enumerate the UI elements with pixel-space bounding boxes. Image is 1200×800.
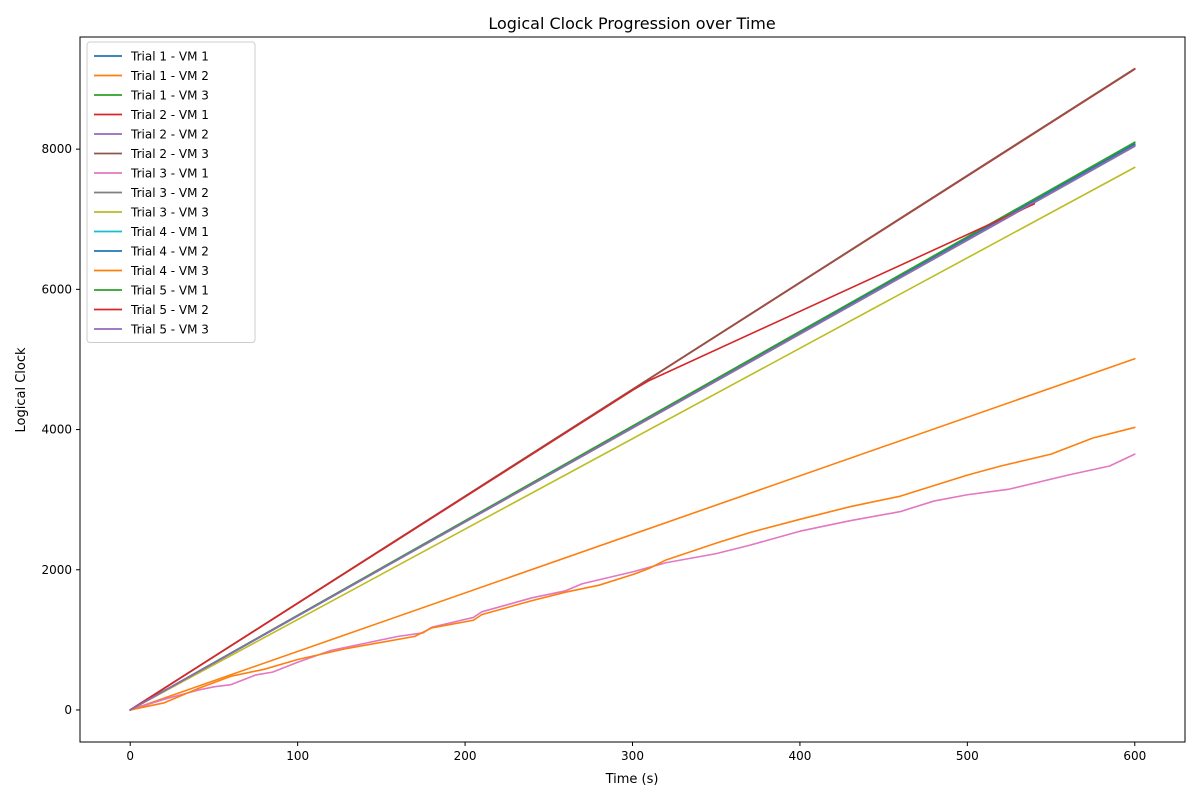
y-axis-label: Logical Clock (14, 347, 29, 432)
legend-label: Trial 3 - VM 2 (130, 186, 209, 200)
x-tick-label: 0 (126, 749, 134, 763)
legend-label: Trial 1 - VM 2 (130, 69, 209, 83)
series-line-9 (129, 166, 1136, 711)
x-axis-label: Time (s) (605, 772, 659, 787)
x-tick-label: 500 (956, 749, 979, 763)
legend-label: Trial 4 - VM 2 (130, 245, 209, 259)
series-line-7 (129, 453, 1136, 711)
legend-label: Trial 4 - VM 1 (130, 225, 209, 239)
legend-label: Trial 5 - VM 1 (130, 284, 209, 298)
y-axis-ticks: 0 2000 4000 6000 8000 (41, 142, 80, 717)
axes-frame (79, 36, 1186, 743)
legend-label: Trial 4 - VM 3 (130, 264, 209, 278)
series-line-2 (129, 357, 1136, 711)
y-tick-label: 0 (64, 703, 72, 717)
x-tick-label: 100 (286, 749, 309, 763)
x-tick-label: 200 (454, 749, 477, 763)
legend-label: Trial 3 - VM 1 (130, 167, 209, 181)
x-axis-ticks: 0 100 200 300 400 500 600 (126, 742, 1146, 763)
legend-label: Trial 5 - VM 2 (130, 303, 209, 317)
legend-label: Trial 3 - VM 3 (130, 206, 209, 220)
legend-label: Trial 1 - VM 1 (130, 50, 209, 64)
series-line-14 (129, 203, 1036, 711)
legend-label: Trial 2 - VM 3 (130, 147, 209, 161)
legend-label: Trial 1 - VM 3 (130, 89, 209, 103)
series-layer (129, 67, 1136, 711)
y-tick-label: 8000 (41, 142, 72, 156)
chart-title: Logical Clock Progression over Time (488, 14, 775, 33)
legend-label: Trial 2 - VM 2 (130, 128, 209, 142)
legend-box (86, 41, 256, 343)
legend-label: Trial 2 - VM 1 (130, 108, 209, 122)
y-tick-label: 2000 (41, 563, 72, 577)
legend: Trial 1 - VM 1 Trial 1 - VM 2 Trial 1 - VM… (86, 41, 256, 343)
x-tick-label: 600 (1123, 749, 1146, 763)
y-tick-label: 4000 (41, 423, 72, 437)
x-tick-label: 300 (621, 749, 644, 763)
x-tick-label: 400 (788, 749, 811, 763)
series-line-15 (129, 144, 1136, 711)
y-tick-label: 6000 (41, 282, 72, 296)
series-line-12 (129, 426, 1136, 711)
legend-label: Trial 5 - VM 3 (130, 323, 209, 337)
